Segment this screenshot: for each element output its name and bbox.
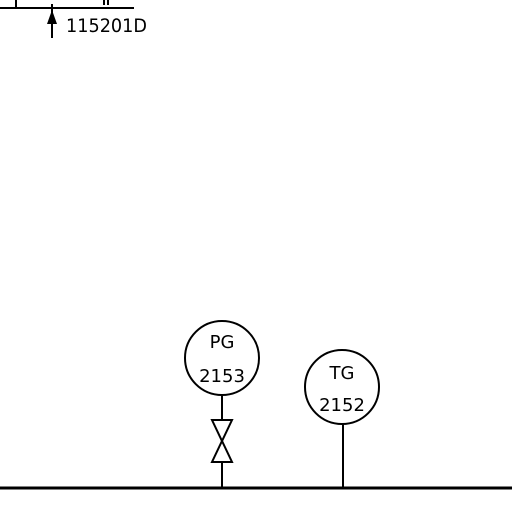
pressure-gauge: PG 2153 [184,320,260,488]
reference-arrow-head [47,10,57,24]
gate-valve-upper [210,419,234,444]
temperature-gauge-bubble [304,349,380,425]
pressure-gauge-bubble [184,320,260,396]
top-pipe-fragment [0,0,134,9]
pressure-gauge-tag: PG [210,332,235,353]
reference-label: 115201D [66,15,147,37]
reference-arrow-icon [47,4,57,38]
temperature-gauge-tag: TG [329,363,355,384]
temperature-gauge: TG 2152 [304,349,380,488]
pressure-gauge-number: 2153 [199,366,245,387]
gate-valve-icon [210,419,234,463]
temperature-gauge-number: 2152 [319,395,365,416]
gate-valve-lower [210,438,234,463]
